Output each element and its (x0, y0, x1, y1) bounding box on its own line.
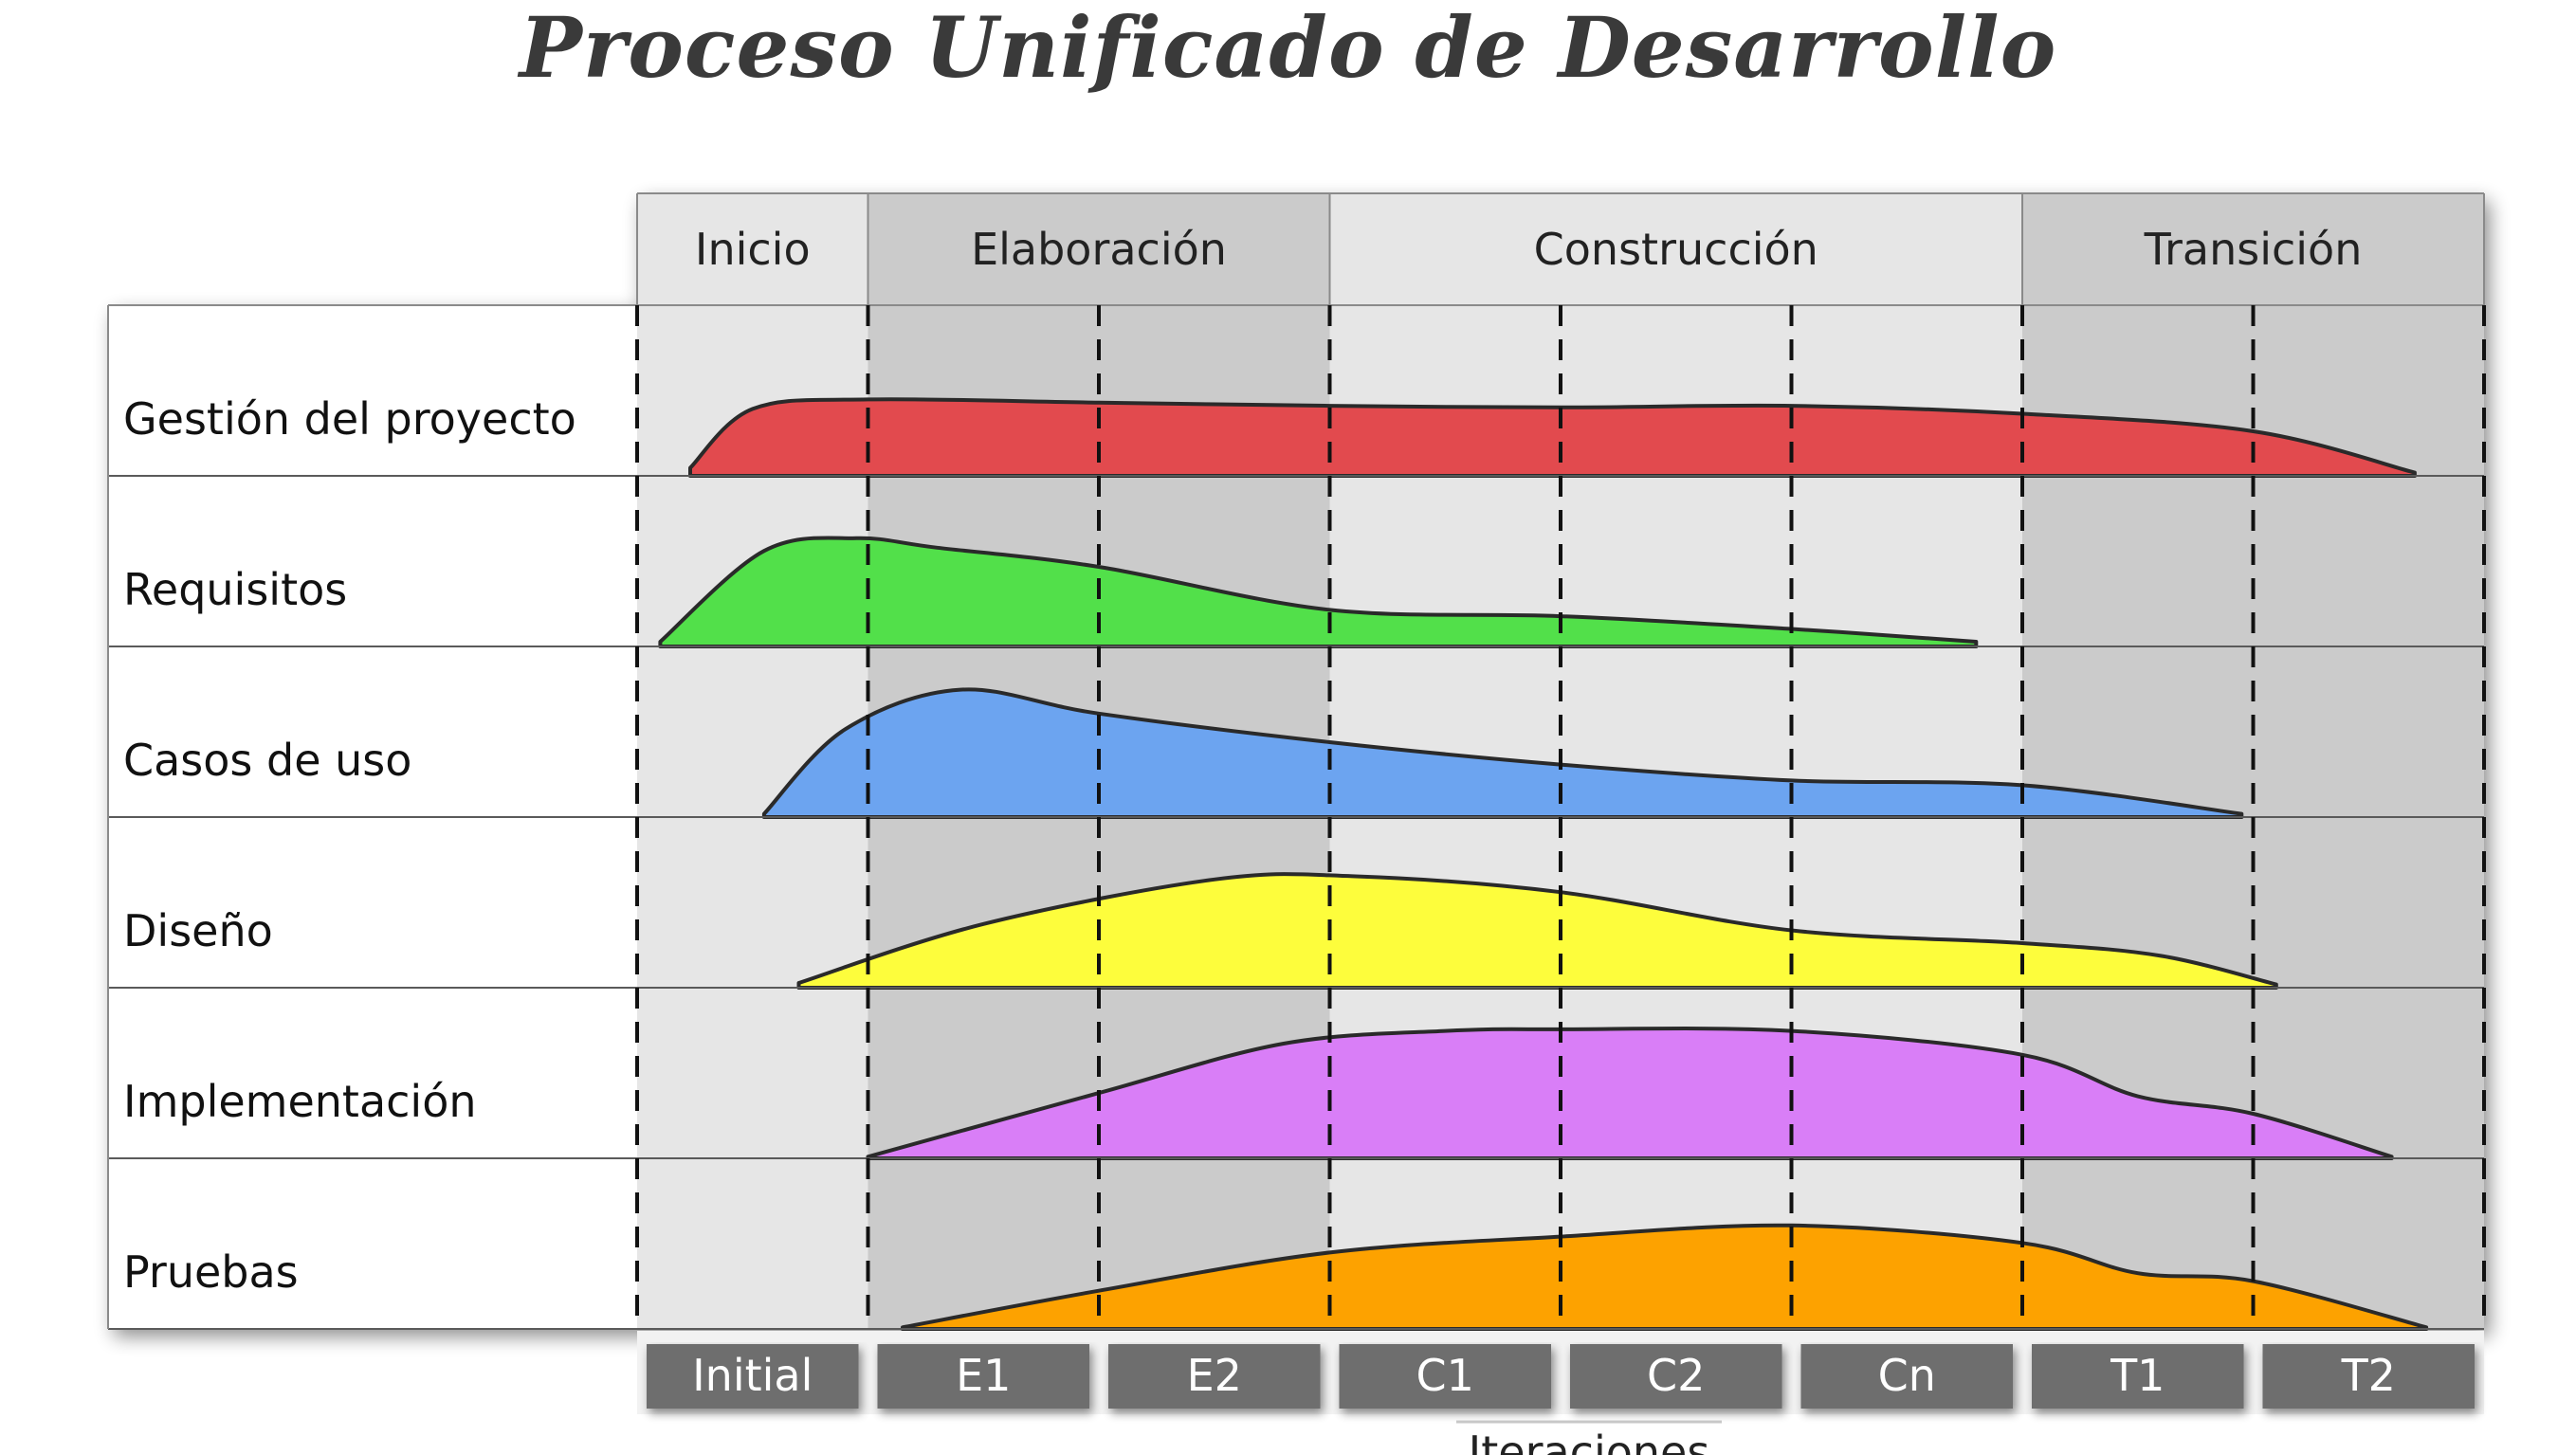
iteration-box (1570, 1344, 1782, 1409)
iteration-box (1339, 1344, 1551, 1409)
grid-lines (107, 192, 2486, 1330)
phase-label: Inicio (695, 224, 811, 275)
iteration-label: Cn (1878, 1350, 1936, 1401)
phase-label: Elaboración (971, 224, 1227, 275)
workflow-curves (658, 397, 2429, 1331)
workflow-label: Requisitos (123, 564, 347, 615)
workflow-label: Pruebas (123, 1246, 299, 1298)
iteration-box (877, 1344, 1089, 1409)
diagram-title: Proceso Unificado de Desarrollo (519, 0, 2057, 97)
iteration-label: C1 (1416, 1350, 1474, 1401)
workflow-curve (688, 397, 2417, 478)
iteration-bar: Initial E1 E2 C1 C2 Cn T1 T2 Iteraciones (637, 1331, 2484, 1455)
workflow-label: Diseño (123, 905, 273, 956)
phase-label: Transición (2144, 224, 2363, 275)
iteration-box (2032, 1344, 2244, 1409)
workflow-label: Gestión del proyecto (123, 393, 576, 445)
workflow-label: Casos de uso (123, 735, 411, 786)
iteration-label: T1 (2110, 1350, 2165, 1401)
phase-label: Construcción (1534, 224, 1818, 275)
iteraciones-label: Iteraciones (1469, 1427, 1710, 1455)
workflow-label: Implementación (123, 1076, 477, 1127)
iteration-label: E1 (956, 1350, 1011, 1401)
iteration-box (2262, 1344, 2475, 1409)
labels: Inicio Elaboración Construcción Transición G… (123, 224, 2362, 1298)
workflow-curve (901, 1223, 2429, 1331)
iteration-box (1800, 1344, 2013, 1409)
workflow-curve (761, 687, 2244, 819)
iteration-box (647, 1344, 859, 1409)
iteration-label: E2 (1187, 1350, 1242, 1401)
workflow-curve (866, 1027, 2394, 1160)
iteration-label: T2 (2341, 1350, 2396, 1401)
iteration-label: Initial (692, 1350, 813, 1401)
workflow-curve (658, 536, 1979, 648)
iteration-label: C2 (1647, 1350, 1705, 1401)
iteration-box (1108, 1344, 1321, 1409)
